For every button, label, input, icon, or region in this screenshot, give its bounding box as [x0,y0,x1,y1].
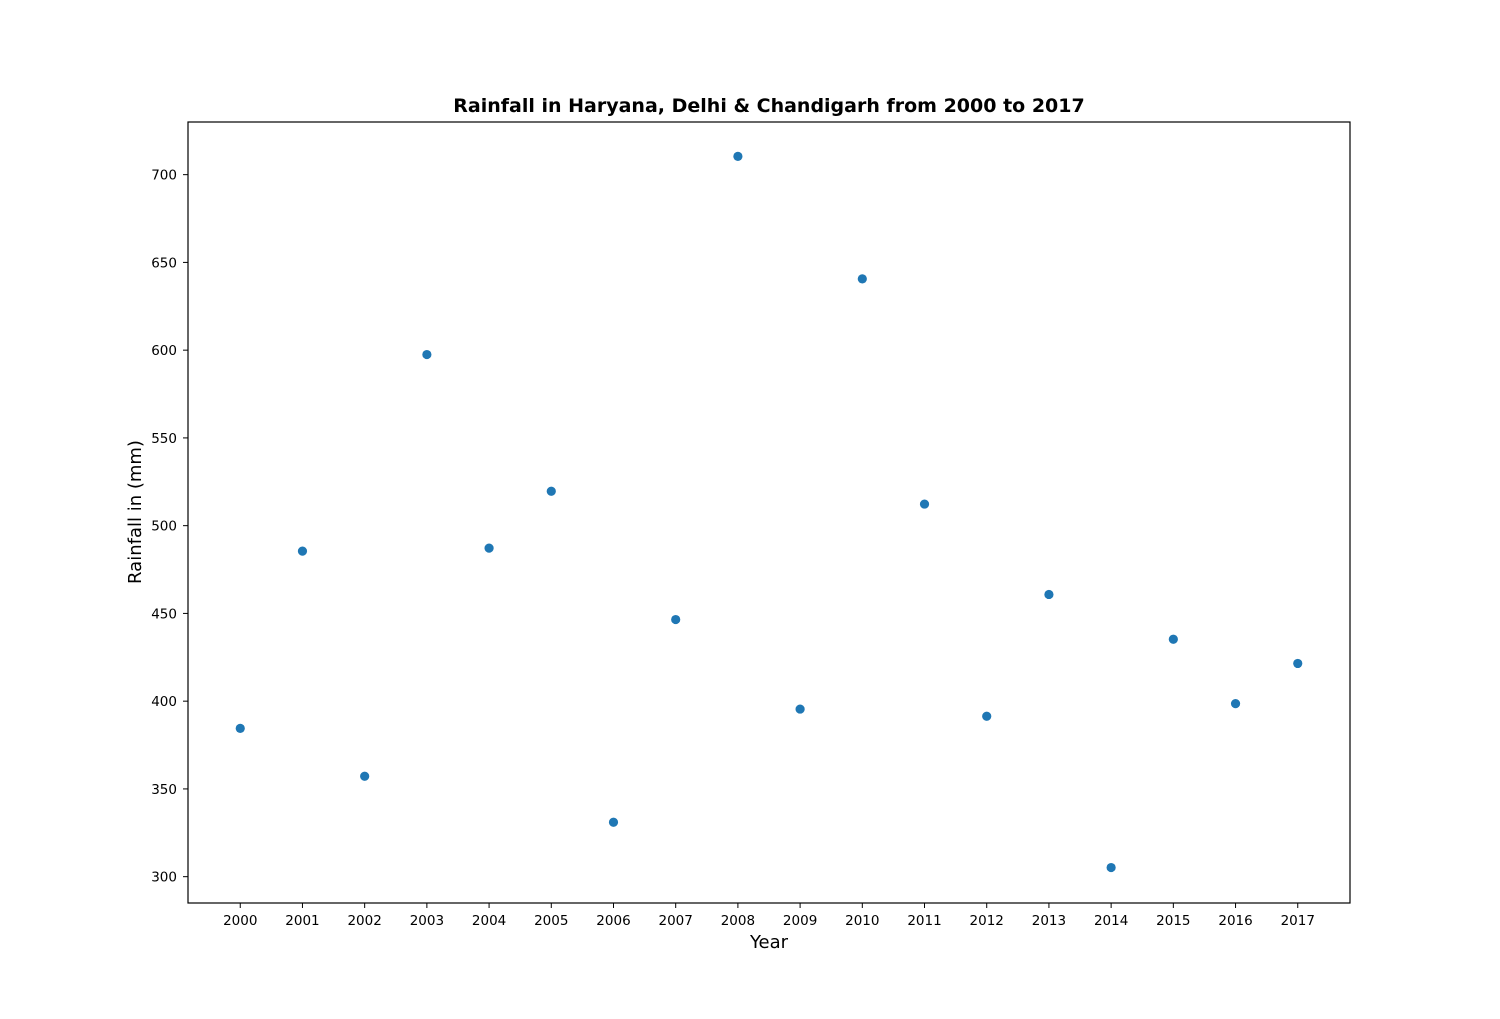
data-point [1230,699,1241,709]
x-tick-label: 2015 [1156,913,1190,929]
data-point [422,349,432,360]
x-tick-label: 2014 [1094,913,1128,929]
x-axis-label: Year [749,932,789,953]
x-tick-label: 2000 [223,913,257,929]
x-tick-label: 2003 [410,913,444,929]
x-tick-label: 2006 [596,913,630,929]
y-axis: 300 350 400 450 500 550 600 650 700 [151,168,188,886]
data-point [1293,658,1303,669]
x-tick-label: 2001 [285,913,319,929]
x-tick-label: 2002 [347,913,381,929]
x-tick-label: 2017 [1281,913,1315,929]
y-tick-label: 500 [151,519,177,535]
x-tick-label: 2004 [472,913,506,929]
x-tick-label: 2016 [1218,913,1252,929]
data-point [671,614,681,625]
x-tick-label: 2009 [783,913,817,929]
data-point [919,499,930,509]
chart-title: Rainfall in Haryana, Delhi & Chandigarh … [453,95,1084,117]
data-point [795,704,805,714]
y-tick-label: 400 [151,694,177,710]
y-tick-label: 650 [151,255,177,271]
data-point [360,771,370,781]
y-tick-label: 700 [151,168,177,184]
x-tick-label: 2011 [907,913,941,929]
data-point [1044,589,1054,600]
data-point [733,151,743,161]
data-point [1168,634,1178,644]
data-point [235,723,245,733]
x-tick-label: 2010 [845,913,879,929]
y-tick-label: 350 [151,782,177,798]
data-point [857,274,867,284]
data-point [297,546,308,556]
x-tick-label: 2008 [721,913,755,929]
y-tick-label: 300 [151,870,177,886]
data-point [1106,862,1116,873]
plot-area-frame [187,121,1351,904]
x-tick-label: 2012 [970,913,1004,929]
data-points [235,151,1303,873]
data-point [484,543,494,553]
data-point [982,711,992,721]
x-tick-label: 2007 [659,913,693,929]
y-tick-label: 550 [151,431,177,447]
x-tick-label: 2013 [1032,913,1066,929]
x-tick-label: 2005 [534,913,568,929]
data-point [608,817,619,827]
y-tick-label: 600 [151,343,177,359]
y-tick-label: 450 [151,606,177,622]
x-axis: 2000 2001 2002 2003 2004 2005 2006 2007 2008 2009… [223,903,1315,929]
data-point [546,486,556,496]
y-axis-label: Rainfall in (mm) [125,440,146,584]
